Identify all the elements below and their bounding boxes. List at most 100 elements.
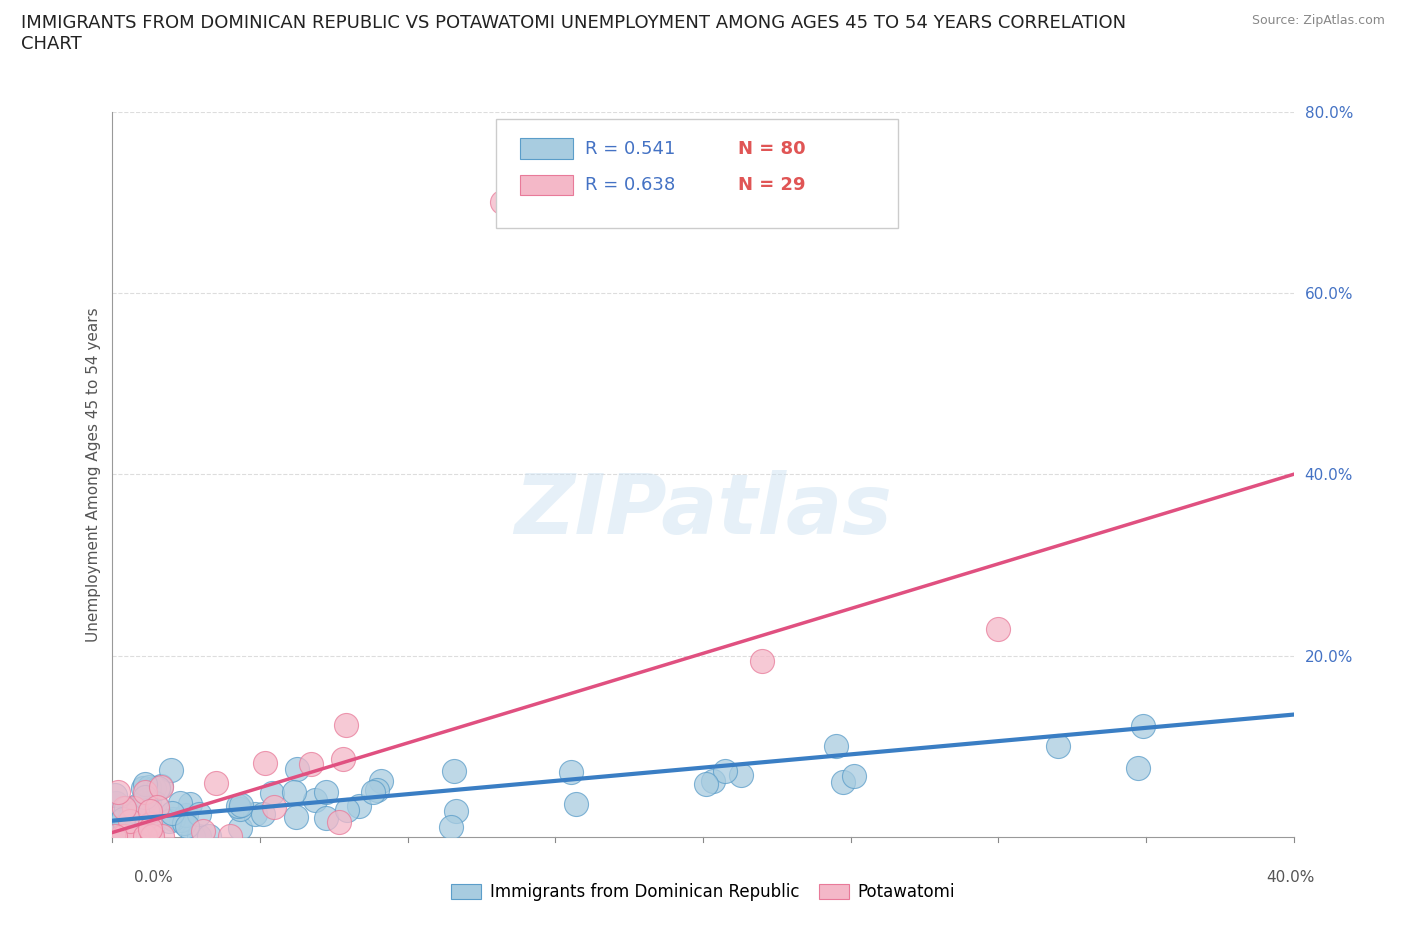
Text: N = 29: N = 29 xyxy=(738,176,806,193)
Point xyxy=(120,804,142,818)
Text: R = 0.541: R = 0.541 xyxy=(585,140,675,157)
Point xyxy=(169,796,191,811)
Point xyxy=(491,195,513,210)
Point xyxy=(565,796,588,811)
Point xyxy=(145,800,167,815)
Point xyxy=(181,829,204,844)
Point xyxy=(118,808,141,823)
Point xyxy=(125,805,148,820)
Point xyxy=(111,829,134,844)
Point xyxy=(124,820,146,835)
Point xyxy=(332,751,354,766)
FancyBboxPatch shape xyxy=(496,119,898,228)
Point xyxy=(1132,719,1154,734)
Point xyxy=(105,795,128,810)
Point xyxy=(129,829,152,844)
Point xyxy=(134,790,156,804)
Point xyxy=(252,807,274,822)
Point xyxy=(141,829,163,844)
Point xyxy=(229,820,252,835)
Point xyxy=(143,796,166,811)
Point xyxy=(118,805,141,820)
Point xyxy=(138,780,160,795)
Point xyxy=(127,829,149,844)
Text: 0.0%: 0.0% xyxy=(134,870,173,884)
Point xyxy=(347,799,370,814)
Point xyxy=(304,793,326,808)
Point xyxy=(702,774,724,789)
Point xyxy=(260,786,283,801)
Point xyxy=(191,823,214,838)
Point xyxy=(560,764,582,779)
Point xyxy=(714,764,737,778)
Point xyxy=(122,800,145,815)
Point xyxy=(105,817,128,832)
Point xyxy=(134,822,156,837)
Point xyxy=(121,823,143,838)
Point xyxy=(287,762,309,777)
Point xyxy=(842,769,865,784)
Point xyxy=(138,819,160,834)
Point xyxy=(114,816,136,830)
Point xyxy=(132,780,155,795)
Y-axis label: Unemployment Among Ages 45 to 54 years: Unemployment Among Ages 45 to 54 years xyxy=(86,307,101,642)
Text: N = 80: N = 80 xyxy=(738,140,806,157)
Point xyxy=(112,812,135,827)
Point xyxy=(315,811,337,826)
Point xyxy=(179,797,201,812)
Point xyxy=(335,718,357,733)
Point xyxy=(174,808,197,823)
Point xyxy=(134,777,156,791)
Point xyxy=(107,785,129,800)
Point xyxy=(361,784,384,799)
Point xyxy=(366,782,388,797)
Point xyxy=(149,780,172,795)
Point xyxy=(115,801,138,816)
Point xyxy=(139,822,162,837)
Point xyxy=(127,798,149,813)
Point xyxy=(173,816,195,830)
Point xyxy=(146,780,169,795)
Point xyxy=(150,829,173,844)
Point xyxy=(118,814,141,829)
Point xyxy=(108,814,131,829)
Point xyxy=(138,795,160,810)
Point xyxy=(751,654,773,669)
Point xyxy=(229,802,252,817)
Point xyxy=(825,738,848,753)
Point xyxy=(188,829,211,844)
Point xyxy=(335,803,357,817)
Point xyxy=(170,813,193,828)
Point xyxy=(105,818,128,833)
Point xyxy=(370,774,392,789)
Point xyxy=(139,804,162,819)
Point xyxy=(160,805,183,820)
Point xyxy=(150,778,173,793)
Point xyxy=(439,819,461,834)
Point xyxy=(141,823,163,838)
Point xyxy=(198,829,221,844)
Text: Source: ZipAtlas.com: Source: ZipAtlas.com xyxy=(1251,14,1385,27)
Text: 40.0%: 40.0% xyxy=(1267,870,1315,884)
Point xyxy=(285,810,308,825)
Text: R = 0.638: R = 0.638 xyxy=(585,176,675,193)
Point xyxy=(218,829,240,844)
Point xyxy=(253,756,276,771)
Point xyxy=(187,807,209,822)
Point xyxy=(125,804,148,818)
Point xyxy=(243,806,266,821)
Point xyxy=(162,812,184,827)
Point xyxy=(104,787,127,802)
Legend: Immigrants from Dominican Republic, Potawatomi: Immigrants from Dominican Republic, Pota… xyxy=(444,876,962,908)
Point xyxy=(127,829,149,844)
Point xyxy=(832,775,855,790)
Point xyxy=(160,763,183,777)
Point xyxy=(328,815,350,830)
Point xyxy=(283,784,305,799)
Point xyxy=(229,798,252,813)
Point xyxy=(695,777,717,791)
Point xyxy=(1126,760,1149,775)
Point xyxy=(112,829,135,844)
Point xyxy=(987,621,1010,636)
Point xyxy=(104,829,127,844)
